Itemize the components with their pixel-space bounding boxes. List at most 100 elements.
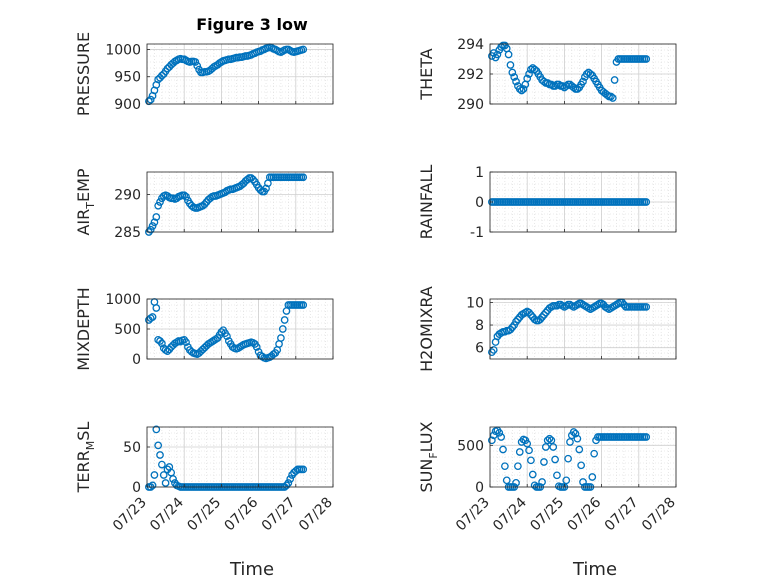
- subplot-theta: 290 292 294 THETA: [417, 37, 677, 113]
- y-tick-label: 6: [475, 341, 484, 357]
- data-point: [590, 449, 599, 458]
- data-point: [608, 94, 617, 102]
- data-point: [512, 317, 520, 326]
- data-point: [642, 303, 651, 311]
- data-point: [169, 475, 177, 483]
- data-point: [148, 313, 157, 321]
- data-point: [497, 433, 506, 441]
- y-tick-label: 285: [114, 225, 141, 241]
- y-tick-label: 50: [123, 440, 141, 456]
- data-point: [512, 77, 520, 86]
- data-point: [180, 191, 189, 200]
- data-point: [607, 92, 615, 101]
- data-point: [642, 55, 651, 63]
- axes-box: [146, 171, 334, 233]
- subplot-rainfall: -1 0 1 RAINFALL: [417, 165, 677, 241]
- data-point: [551, 455, 559, 464]
- data-point: [191, 58, 200, 66]
- data-point: [508, 323, 517, 332]
- data-point: [277, 334, 285, 342]
- data-point: [523, 439, 532, 448]
- data-point: [530, 65, 539, 74]
- y-tick-label: 0: [475, 480, 484, 496]
- data-point: [493, 50, 502, 59]
- y-tick-label: 500: [457, 438, 484, 454]
- data-point: [278, 325, 287, 333]
- y-tick-label: 500: [114, 322, 141, 338]
- data-point: [573, 85, 582, 93]
- data-point: [284, 479, 293, 487]
- data-point: [527, 456, 535, 465]
- axes-box: [489, 426, 677, 488]
- data-point: [566, 438, 574, 446]
- data-point: [525, 70, 533, 78]
- data-point: [182, 338, 190, 347]
- data-point: [553, 471, 561, 480]
- y-tick-label: 8: [475, 318, 484, 334]
- data-point: [223, 332, 231, 341]
- data-point: [545, 434, 554, 443]
- y-axis-label: PRESSURE: [74, 32, 93, 116]
- data-point: [540, 310, 548, 319]
- data-point: [488, 348, 496, 357]
- axes-box: [146, 426, 334, 488]
- data-point: [161, 479, 170, 487]
- data-point: [154, 441, 163, 450]
- data-point: [510, 73, 519, 81]
- data-point: [249, 175, 257, 184]
- data-point: [527, 310, 535, 319]
- data-point: [586, 70, 595, 78]
- x-axis-label-left: Time: [229, 559, 274, 580]
- data-point: [642, 433, 651, 441]
- subplot-air-temp: 285 290 AIRTEMP: [74, 168, 334, 241]
- data-point: [152, 213, 161, 221]
- data-point: [156, 451, 164, 459]
- data-point: [150, 471, 159, 479]
- data-point: [495, 428, 504, 437]
- data-point: [514, 462, 522, 471]
- data-point: [610, 76, 619, 84]
- data-point: [502, 476, 511, 485]
- data-point: [488, 436, 496, 445]
- y-axis-label: TERRMSL: [74, 422, 97, 494]
- data-point: [642, 198, 651, 206]
- y-tick-label: 1000: [105, 42, 141, 58]
- axes-box: [146, 43, 334, 105]
- data-point: [547, 436, 556, 445]
- data-point: [562, 476, 571, 485]
- axes-box: [489, 298, 677, 360]
- data-point: [540, 458, 548, 466]
- data-point: [573, 434, 582, 443]
- data-point: [515, 85, 524, 93]
- data-point: [182, 192, 190, 201]
- data-point: [562, 82, 571, 90]
- data-point: [506, 61, 515, 69]
- data-point: [243, 175, 252, 184]
- y-tick-label: 0: [132, 480, 141, 496]
- data-point: [512, 478, 520, 487]
- data-point: [579, 77, 587, 86]
- data-point: [158, 339, 166, 348]
- data-point: [299, 301, 308, 309]
- y-tick-label: -1: [470, 225, 484, 241]
- y-tick-label: 950: [114, 70, 141, 86]
- data-point: [569, 428, 578, 436]
- y-tick-label: 292: [457, 67, 484, 83]
- data-point: [499, 445, 507, 454]
- data-point: [541, 308, 550, 317]
- data-point: [514, 315, 522, 324]
- data-point: [145, 97, 153, 106]
- y-tick-label: 1: [475, 165, 484, 181]
- data-point: [217, 328, 226, 336]
- data-point: [541, 443, 550, 451]
- y-tick-label: 0: [475, 195, 484, 211]
- data-point: [504, 50, 513, 59]
- y-tick-label: 290: [457, 97, 484, 113]
- data-point: [519, 85, 528, 93]
- y-tick-label: 10: [466, 295, 484, 311]
- y-axis-label: MIXDEPTH: [74, 287, 93, 370]
- data-point: [525, 446, 533, 455]
- data-point: [252, 343, 261, 351]
- data-point: [152, 304, 161, 312]
